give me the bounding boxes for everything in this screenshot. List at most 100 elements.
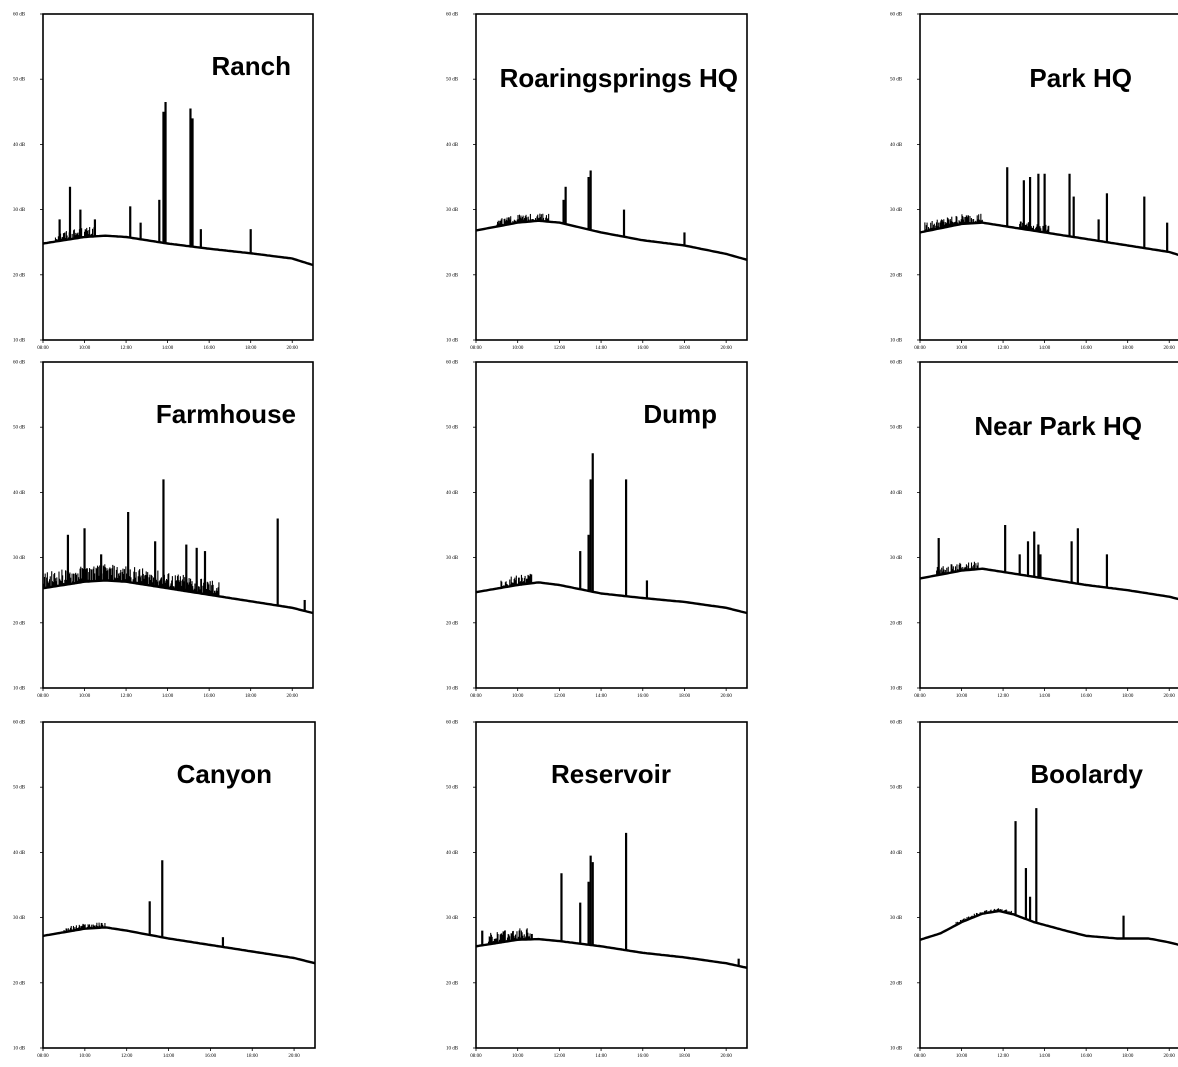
y-tick-label: 30 dB xyxy=(890,916,903,921)
x-tick-label: 16:00 xyxy=(1080,694,1092,699)
y-tick-label: 40 dB xyxy=(890,143,903,148)
y-tick-label: 30 dB xyxy=(890,556,903,561)
x-tick-label: 18:00 xyxy=(679,694,691,699)
chart-panel: 60 dB 50 dB 40 dB 30 dB 20 dB 10 dB 08:00 10:00… xyxy=(13,721,316,1059)
chart-panel: 60 dB 50 dB 40 dB 30 dB 20 dB 10 dB 08:00 10:00… xyxy=(446,13,748,351)
x-tick-label: 14:00 xyxy=(1039,1054,1051,1059)
plot-frame xyxy=(475,13,748,341)
x-tick-label: 12:00 xyxy=(997,694,1009,699)
chart-panel: 60 dB 50 dB 40 dB 30 dB 20 dB 10 dB 08:00 10:00… xyxy=(13,13,314,351)
y-tick-label: 10 dB xyxy=(890,1047,903,1052)
y-tick-label: 60 dB xyxy=(13,361,26,366)
x-tick-label: 08:00 xyxy=(470,1054,482,1059)
x-tick-label: 16:00 xyxy=(203,694,215,699)
chart-title: Reservoir xyxy=(551,759,671,789)
x-tick-label: 16:00 xyxy=(205,1054,217,1059)
x-tick-label: 16:00 xyxy=(1080,346,1092,351)
y-tick-label: 50 dB xyxy=(890,786,903,791)
x-tick-label: 12:00 xyxy=(120,694,132,699)
x-tick-label: 10:00 xyxy=(79,1054,91,1059)
chart-panel: 60 dB 50 dB 40 dB 30 dB 20 dB 10 dB 08:00 10:00… xyxy=(13,361,314,699)
x-tick-label: 20:00 xyxy=(287,346,299,351)
chart-title: Farmhouse xyxy=(156,399,296,429)
y-tick-label: 10 dB xyxy=(13,687,26,692)
y-tick-label: 40 dB xyxy=(13,491,26,496)
y-tick-label: 60 dB xyxy=(13,721,26,726)
y-tick-label: 20 dB xyxy=(13,981,26,986)
y-tick-label: 50 dB xyxy=(446,78,459,83)
chart-title: Park HQ xyxy=(1029,63,1132,93)
chart-panel: 60 dB 50 dB 40 dB 30 dB 20 dB 10 dB 08:00 10:00… xyxy=(446,721,748,1059)
x-tick-label: 20:00 xyxy=(1164,346,1176,351)
x-tick-label: 08:00 xyxy=(37,694,49,699)
y-tick-label: 60 dB xyxy=(13,13,26,18)
chart-panel: 60 dB 50 dB 40 dB 30 dB 20 dB 10 dB 08:00 10:00… xyxy=(890,721,1178,1059)
y-tick-label: 40 dB xyxy=(890,851,903,856)
y-tick-label: 10 dB xyxy=(446,687,459,692)
x-tick-label: 16:00 xyxy=(637,1054,649,1059)
x-tick-label: 12:00 xyxy=(997,1054,1009,1059)
y-tick-label: 30 dB xyxy=(446,208,459,213)
x-tick-label: 10:00 xyxy=(512,694,524,699)
x-tick-label: 12:00 xyxy=(120,346,132,351)
series-line xyxy=(919,909,1178,946)
y-tick-label: 20 dB xyxy=(13,621,26,626)
x-tick-label: 08:00 xyxy=(470,694,482,699)
y-tick-label: 20 dB xyxy=(890,621,903,626)
y-tick-label: 60 dB xyxy=(446,13,459,18)
x-tick-label: 20:00 xyxy=(720,694,732,699)
x-tick-label: 12:00 xyxy=(554,346,566,351)
x-tick-label: 14:00 xyxy=(595,1054,607,1059)
y-tick-label: 30 dB xyxy=(446,916,459,921)
chart-title: Near Park HQ xyxy=(974,411,1142,441)
x-tick-label: 08:00 xyxy=(37,1054,49,1059)
y-tick-label: 20 dB xyxy=(13,273,26,278)
x-tick-label: 18:00 xyxy=(247,1054,259,1059)
y-tick-label: 30 dB xyxy=(13,208,26,213)
x-tick-label: 10:00 xyxy=(79,346,91,351)
y-tick-label: 30 dB xyxy=(890,208,903,213)
x-tick-label: 14:00 xyxy=(595,346,607,351)
y-tick-label: 10 dB xyxy=(13,1047,26,1052)
y-tick-label: 60 dB xyxy=(890,13,903,18)
x-tick-label: 14:00 xyxy=(162,346,174,351)
x-tick-label: 18:00 xyxy=(1122,1054,1134,1059)
x-tick-label: 10:00 xyxy=(956,346,968,351)
y-tick-label: 50 dB xyxy=(13,426,26,431)
y-tick-label: 30 dB xyxy=(13,916,26,921)
plot-frame xyxy=(475,721,748,1049)
series-line xyxy=(42,234,314,267)
x-tick-label: 20:00 xyxy=(720,1054,732,1059)
x-tick-label: 08:00 xyxy=(470,346,482,351)
x-tick-label: 14:00 xyxy=(163,1054,175,1059)
chart-title: Boolardy xyxy=(1030,759,1143,789)
y-tick-label: 20 dB xyxy=(890,273,903,278)
y-tick-label: 40 dB xyxy=(446,491,459,496)
chart-title: Canyon xyxy=(177,759,272,789)
y-tick-label: 50 dB xyxy=(446,426,459,431)
chart-panel: 60 dB 50 dB 40 dB 30 dB 20 dB 10 dB 08:00 10:00… xyxy=(890,361,1178,699)
x-tick-label: 18:00 xyxy=(245,346,257,351)
series-line xyxy=(475,581,748,615)
x-tick-label: 16:00 xyxy=(637,346,649,351)
series-line xyxy=(475,937,748,969)
y-tick-label: 60 dB xyxy=(890,721,903,726)
x-tick-label: 08:00 xyxy=(914,694,926,699)
x-tick-label: 12:00 xyxy=(554,1054,566,1059)
y-tick-label: 20 dB xyxy=(446,273,459,278)
y-tick-label: 50 dB xyxy=(446,786,459,791)
y-tick-label: 30 dB xyxy=(446,556,459,561)
y-tick-label: 20 dB xyxy=(446,981,459,986)
x-tick-label: 16:00 xyxy=(637,694,649,699)
series-line xyxy=(42,579,314,615)
x-tick-label: 08:00 xyxy=(914,1054,926,1059)
x-tick-label: 10:00 xyxy=(512,346,524,351)
chart-title: Dump xyxy=(643,399,717,429)
y-tick-label: 40 dB xyxy=(446,143,459,148)
y-tick-label: 40 dB xyxy=(13,851,26,856)
plot-frame xyxy=(919,721,1178,1049)
y-tick-label: 20 dB xyxy=(890,981,903,986)
y-tick-label: 10 dB xyxy=(890,687,903,692)
y-tick-label: 30 dB xyxy=(13,556,26,561)
